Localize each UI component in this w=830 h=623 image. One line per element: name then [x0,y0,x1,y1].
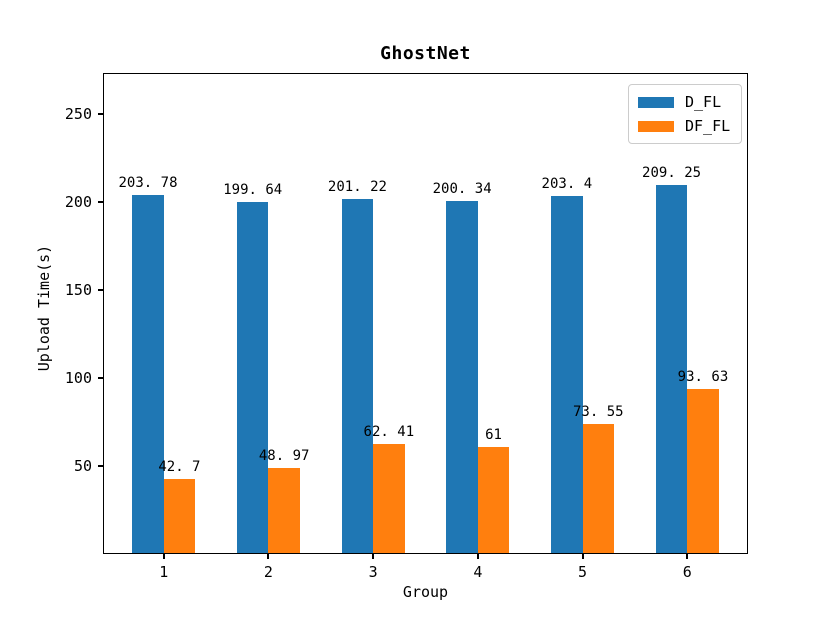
x-tick-mark [686,554,689,559]
bar-value-label: 62. 41 [363,424,415,441]
y-tick-label: 50 [73,456,92,475]
bar-d-fl [132,194,164,553]
legend-label: DF_FL [685,117,731,135]
chart-title: GhostNet [380,43,471,64]
x-tick-label: 2 [263,563,273,581]
legend-row: DF_FL [638,117,730,135]
y-tick-mark [98,200,103,203]
x-tick-mark [267,554,270,559]
x-tick-label: 4 [473,563,483,581]
bar-value-label: 199. 64 [223,182,283,199]
x-tick-mark [476,554,479,559]
bar-value-label: 61 [485,426,502,443]
bar-value-label: 93. 63 [677,369,729,386]
y-tick-mark [98,464,103,467]
y-tick-mark [98,376,103,379]
legend: D_FL DF_FL [628,84,743,144]
y-axis-title: Upload Time(s) [35,244,53,372]
plot-area [103,73,748,554]
y-tick-label: 250 [64,104,92,123]
bar-d-fl [446,201,478,553]
bar-d-fl [655,185,688,553]
x-tick-label: 5 [578,563,588,581]
legend-swatch-icon [638,120,674,132]
bar-df-fl [477,446,510,553]
bar-value-label: 48. 97 [258,447,310,464]
x-tick-label: 3 [368,563,378,581]
bar-df-fl [582,424,614,553]
bar-value-label: 203. 4 [541,175,593,192]
bar-df-fl [163,478,196,553]
legend-label: D_FL [685,93,722,111]
x-tick-mark [581,554,584,559]
bar-value-label: 73. 55 [572,404,624,421]
y-tick-label: 150 [64,280,92,299]
bar-df-fl [268,467,300,553]
x-tick-label: 1 [159,563,169,581]
legend-swatch-icon [638,96,674,108]
legend-row: D_FL [638,93,730,111]
x-tick-mark [162,554,165,559]
bar-d-fl [237,202,269,553]
bar-value-label: 203. 78 [118,174,178,191]
y-tick-mark [98,112,103,115]
bar-value-label: 201. 22 [327,179,387,196]
bar-df-fl [687,389,719,553]
bar-d-fl [341,199,374,553]
x-tick-label: 6 [682,563,692,581]
y-tick-label: 100 [64,368,92,387]
bar-df-fl [373,444,405,553]
y-tick-mark [98,288,103,291]
bar-d-fl [551,195,583,553]
x-tick-mark [372,554,375,559]
x-axis-title: Group [402,583,449,601]
bar-value-label: 42. 7 [158,458,201,475]
bar-value-label: 200. 34 [432,181,492,198]
y-tick-label: 200 [64,192,92,211]
bar-value-label: 209. 25 [642,165,702,182]
